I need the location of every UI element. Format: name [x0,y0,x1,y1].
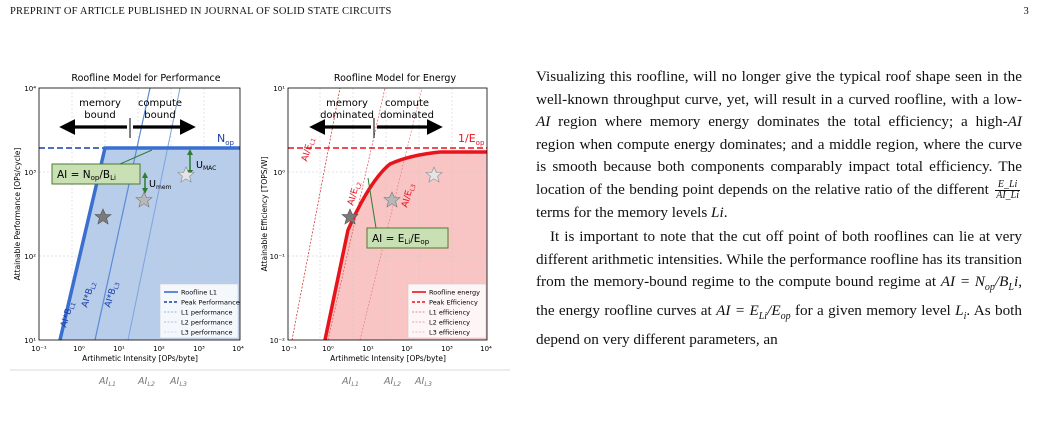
energy-roofline-plot: Roofline Model for Energy 10⁻¹ 10⁰ 10¹ 1… [260,73,492,363]
right-annot-dominated2: dominated [380,110,434,121]
right-star-l1 [341,208,359,225]
left-ylabel: Attainable Performance [OPs/cycle] [13,148,22,281]
left-annot-compute: compute [138,98,182,109]
right-y-tick-3: 10¹ [273,85,285,93]
left-annot-umem: Umem [149,179,172,191]
right-annot-dominated: dominated [320,110,374,121]
right-annot-memory: memory [326,98,368,109]
left-star-l1 [94,208,112,225]
right-roofline-energy [323,150,487,341]
right-axes [287,87,488,341]
right-ai-box-label: AI = ELi/Eop [372,233,430,246]
left-bottom-ai-l3: AIL3 [169,376,187,388]
left-l3-line [127,87,181,341]
left-bottom-ai-l1: AIL1 [98,376,116,388]
left-legend-4: L3 performance [181,329,232,337]
right-x-tick-2: 10¹ [362,345,374,353]
bottom-ai-labels: AIL1 AIL2 AIL3 AIL1 AIL2 AIL3 [98,376,432,388]
left-annot-memory: memory [79,98,121,109]
left-x-ticks: 10⁻¹ 10⁰ 10¹ 10² 10³ 10⁴ [31,345,244,353]
left-ai-pointer [119,149,153,165]
right-bottom-ai-l3: AIL3 [414,376,432,388]
right-x-tick-1: 10⁰ [322,345,334,353]
right-bottom-ai-l2: AIL2 [383,376,401,388]
right-x-tick-5: 10⁴ [480,345,492,353]
left-annot-umac: UMAC [196,160,216,172]
right-l1-line [291,87,341,341]
left-x-tick-5: 10⁴ [232,345,244,353]
journal-header: PREPRINT OF ARTICLE PUBLISHED IN JOURNAL… [10,6,392,17]
paragraph-2: It is important to note that the cut off… [536,228,1022,348]
left-ai-box [51,163,141,185]
right-l3-line [359,87,423,341]
left-legend-3: L2 performance [181,319,232,327]
left-star-l2 [135,191,153,208]
right-legend-4: L3 efficiency [429,329,470,337]
right-annot-compute: compute [385,98,429,109]
left-x-tick-3: 10² [153,345,165,353]
left-y-tick-2: 10³ [24,169,36,177]
ratio-fraction: E_Li AI_Li [995,178,1020,201]
right-ai-label-l2: AI/EL2 [346,180,363,207]
right-ai-label-l3: AI/EL3 [400,182,417,209]
right-legend-2: L1 efficiency [429,309,470,317]
right-x-tick-3: 10² [401,345,413,353]
right-xlabel: Artihmetic Intensity [OPs/byte] [330,354,446,363]
left-plot-title: Roofline Model for Performance [71,73,220,84]
right-legend: Roofline energy Peak Efficiency L1 effic… [407,283,487,339]
left-legend-1: Peak Performance [181,299,240,307]
left-x-tick-4: 10³ [193,345,205,353]
right-bottom-ai-l1: AIL1 [341,376,359,388]
left-x-tick-2: 10¹ [113,345,125,353]
right-x-tick-4: 10³ [441,345,453,353]
right-legend-3: L2 efficiency [429,319,470,327]
left-annot-bound: bound [84,110,116,121]
body-text: Visualizing this roofline, will no longe… [536,66,1022,351]
left-x-tick-0: 10⁻¹ [31,345,47,353]
right-annot-eop: 1/Eop [458,132,485,147]
left-annot-nop: Nop [217,132,235,147]
right-x-ticks: 10⁻¹ 10⁰ 10¹ 10² 10³ 10⁴ [281,345,492,353]
left-l2-line [94,87,151,341]
left-xlabel: Artihmetic Intensity [OPs/byte] [82,354,198,363]
left-star-l3 [177,166,195,183]
performance-roofline-plot: Roofline Model for Performance 10⁻¹ 10⁰ … [13,73,244,363]
right-ai-box [366,227,449,249]
right-y-tick-1: 10⁻¹ [270,253,286,261]
left-annot-bound2: bound [144,110,176,121]
roofline-figure: Roofline Model for Performance 10⁻¹ 10⁰ … [10,60,510,405]
right-plot-title: Roofline Model for Energy [334,73,457,84]
right-legend-1: Peak Efficiency [429,299,478,307]
left-y-ticks: 10¹ 10² 10³ 10⁴ [24,85,36,345]
left-y-tick-1: 10² [24,253,36,261]
right-x-tick-0: 10⁻¹ [281,345,297,353]
left-roofline-l1 [58,146,240,341]
right-y-tick-0: 10⁻² [270,337,286,345]
left-y-tick-3: 10⁴ [24,85,36,93]
left-legend-0: Roofline L1 [181,289,217,297]
left-legend-2: L1 performance [181,309,232,317]
right-star-l2 [383,191,401,208]
left-ai-box-label: AI = Nop/BLi [57,169,116,182]
left-bottom-ai-l2: AIL2 [137,376,155,388]
right-ai-pointer [367,177,377,229]
left-axes [38,87,241,341]
left-x-tick-1: 10⁰ [73,345,85,353]
right-y-ticks: 10⁻² 10⁻¹ 10⁰ 10¹ [270,85,286,345]
paragraph-1: Visualizing this roofline, will no longe… [536,68,1022,221]
page-header: PREPRINT OF ARTICLE PUBLISHED IN JOURNAL… [10,6,1033,22]
right-star-l3 [425,166,443,183]
right-l2-line [327,87,386,341]
right-ylabel: Attainable Efficiency [TOPS/W] [260,157,269,272]
page-number: 3 [1023,6,1029,17]
right-legend-0: Roofline energy [429,289,480,297]
right-ai-label-l1: AI/EL1 [300,136,317,163]
right-y-tick-2: 10⁰ [273,169,285,177]
left-legend: Roofline L1 Peak Performance L1 performa… [159,283,240,339]
left-y-tick-0: 10¹ [24,337,36,345]
